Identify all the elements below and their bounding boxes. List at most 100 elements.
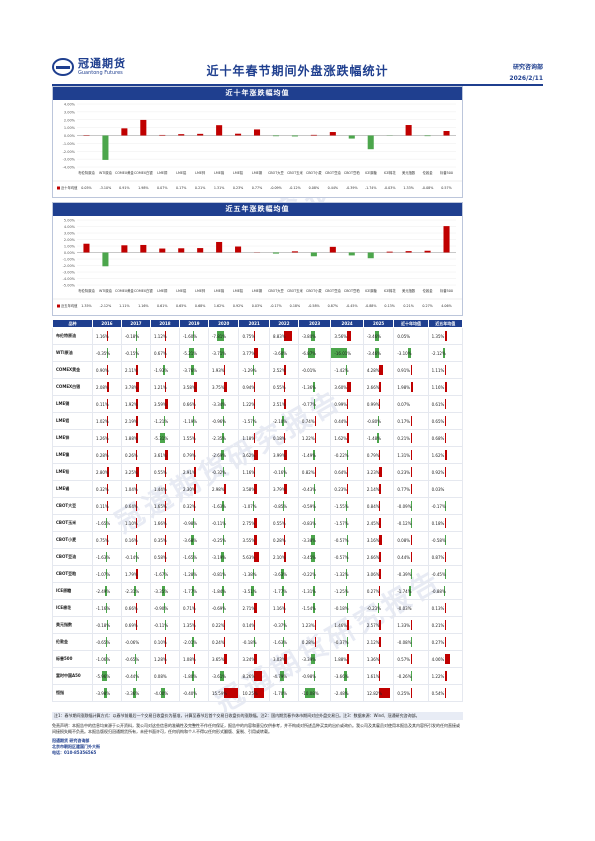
cell-bar xyxy=(313,603,315,613)
data-cell: 0.61% xyxy=(427,395,464,413)
cell-bar xyxy=(443,348,446,358)
bar-10 xyxy=(253,129,261,136)
cell-value: 0.18% xyxy=(431,520,445,526)
cell-bar xyxy=(105,518,107,528)
cell-bar xyxy=(444,535,446,545)
cell-value: 0.65% xyxy=(431,418,445,424)
data-cell: 0.74% xyxy=(297,412,332,430)
category-label: WTI原油 xyxy=(99,288,113,293)
category-label: LME铅 xyxy=(233,288,244,293)
cell-value: 1.98% xyxy=(397,384,411,390)
cell-bar xyxy=(193,620,196,630)
data-cell: -0.81% xyxy=(207,565,240,583)
cell-bar xyxy=(445,688,446,698)
cell-value: 0.74% xyxy=(301,418,315,424)
data-cell: 0.28% xyxy=(297,633,332,651)
cell-value: 0.11% xyxy=(96,401,109,407)
value-label: 4.06% xyxy=(441,304,451,308)
cell-bar xyxy=(410,654,412,664)
cell-value: 0.75% xyxy=(96,537,109,543)
cell-bar xyxy=(135,518,137,528)
cell-bar xyxy=(193,382,198,392)
value-label: 1.62% xyxy=(214,304,224,308)
data-cell: -0.57% xyxy=(330,531,364,549)
bar-19 xyxy=(424,250,431,253)
cell-bar xyxy=(304,688,315,698)
data-cell: 2.91% xyxy=(178,463,209,481)
data-cell: -0.15% xyxy=(120,344,151,362)
bar-11 xyxy=(272,252,280,254)
data-cell: 0.13% xyxy=(427,599,464,617)
cell-value: -0.18% xyxy=(124,333,140,339)
cell-value: -2.35% xyxy=(211,435,227,441)
cell-value: -0.69% xyxy=(211,605,227,611)
data-cell: 0.24% xyxy=(207,633,240,651)
cell-value: 10.25% xyxy=(242,690,258,696)
value-label: 0.77% xyxy=(252,186,262,190)
cell-value: 2.08% xyxy=(96,384,109,390)
cell-bar xyxy=(378,535,382,545)
cell-value: 1.26% xyxy=(96,435,109,441)
notes-section: 注1：春节期间涨跌幅计算方式：以春节前最后一个交易日收盘价为基准，计算至春节后首… xyxy=(52,712,463,759)
cell-value: -1.70% xyxy=(272,690,288,696)
bar-13 xyxy=(310,252,317,257)
data-cell: 0.10% xyxy=(149,633,180,651)
cell-bar xyxy=(190,535,194,545)
cell-value: 1.65% xyxy=(153,503,167,509)
cell-bar xyxy=(314,620,316,630)
value-label: 1.35% xyxy=(81,304,91,308)
cell-value: 3.75% xyxy=(211,384,225,390)
cell-value: 0.57% xyxy=(397,656,411,662)
cell-value: -1.80% xyxy=(182,673,198,679)
data-cell: -1.65% xyxy=(92,514,122,532)
data-cell: -3.63% xyxy=(268,565,299,583)
cell-value: 3.58% xyxy=(182,384,196,390)
data-cell: -0.98% xyxy=(297,667,332,685)
value-label: -0.03% xyxy=(384,186,396,190)
cell-bar xyxy=(283,654,287,664)
cell-bar xyxy=(377,433,379,443)
data-cell: -1.31% xyxy=(297,582,332,600)
cell-value: 0.44% xyxy=(397,554,411,560)
data-cell: -10.08% xyxy=(297,684,332,702)
data-cell: 1.33% xyxy=(393,616,429,634)
cell-value: 2.98% xyxy=(211,486,225,492)
cell-bar xyxy=(307,348,315,358)
cell-value: 0.99% xyxy=(334,401,348,407)
cell-bar xyxy=(378,399,380,409)
cell-bar xyxy=(135,365,138,375)
data-cell: -1.70% xyxy=(268,684,299,702)
cell-value: -1.28% xyxy=(182,571,198,577)
cell-bar xyxy=(378,501,380,511)
data-cell: 3.77% xyxy=(238,344,270,362)
data-cell: 0.14% xyxy=(238,616,270,634)
legend-swatch xyxy=(57,304,60,308)
cell-bar xyxy=(254,654,258,664)
cell-bar xyxy=(105,552,107,562)
row-label: 标普500 xyxy=(52,650,93,668)
data-cell: 2.30% xyxy=(178,480,209,498)
cell-bar xyxy=(223,603,224,613)
cell-value: -4.00% xyxy=(153,690,169,696)
bar-16 xyxy=(367,135,374,150)
cell-value: 2.66% xyxy=(366,384,380,390)
cell-value: 2.12% xyxy=(366,639,380,645)
cell-value: -2.12% xyxy=(431,350,446,356)
data-cell: -0.18% xyxy=(92,616,122,634)
cell-value: 2.10% xyxy=(272,554,286,560)
cell-bar xyxy=(192,637,194,647)
cell-bar xyxy=(279,671,284,681)
bar-16 xyxy=(367,252,374,259)
cell-bar xyxy=(135,467,139,477)
cell-value: 0.28% xyxy=(96,452,109,458)
data-cell: 0.22% xyxy=(207,616,240,634)
cell-value: -1.74% xyxy=(397,588,412,594)
cell-value: 0.75% xyxy=(242,333,256,339)
category-label: CBOT玉米 xyxy=(287,170,303,175)
cell-bar xyxy=(160,433,165,443)
report-meta: 研究咨询部 2026/2/11 xyxy=(509,62,543,84)
value-label: 0.68% xyxy=(195,304,205,308)
data-cell: 3.75% xyxy=(207,378,240,396)
cell-value: -0.43% xyxy=(301,486,317,492)
column-header: 2021 xyxy=(238,319,270,328)
